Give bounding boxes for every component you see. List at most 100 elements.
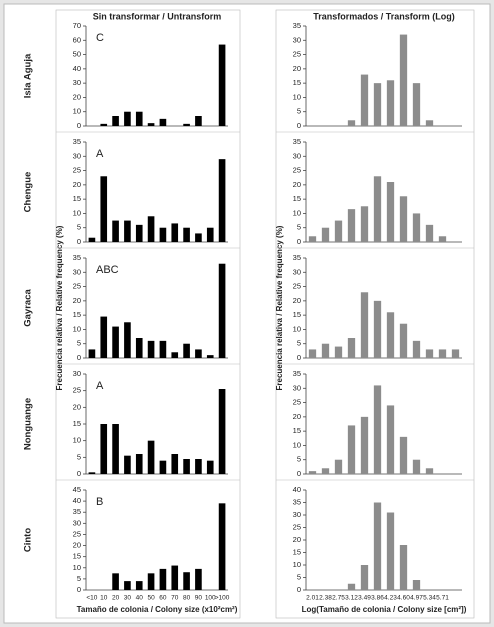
y-tick-label: 10 [293,324,301,333]
bar [412,213,421,242]
y-tick-label: 25 [293,282,301,291]
x-tick-label: 4.23 [384,595,397,602]
y-tick-label: 20 [293,412,301,421]
bar [183,343,190,358]
y-tick-label: 35 [73,137,81,146]
row-label: Cinto [23,528,34,552]
bar [195,116,202,126]
y-tick-label: 15 [73,552,81,561]
x-tick-label: 5.71 [436,595,449,602]
bar [147,123,155,126]
column-title: Transformados / Transform (Log) [313,11,455,21]
bar [112,220,119,242]
bar [195,349,202,358]
y-tick-label: 0 [77,353,81,362]
bar [334,346,343,358]
y-tick-label: 5 [297,223,301,232]
bar [171,352,179,358]
y-tick-label: 25 [73,166,81,175]
x-tick-label: 50 [147,595,155,602]
y-tick-label: 25 [293,398,301,407]
bar [399,34,408,127]
y-tick-label: 5 [77,452,81,461]
y-tick-label: 10 [293,440,301,449]
bar [100,424,108,474]
annotation: A [96,148,104,160]
bar [412,340,421,358]
bar [360,292,369,358]
bar [88,349,96,358]
bar [159,340,167,358]
y-tick-label: 0 [77,585,81,594]
x-tick-label: >100 [215,595,230,602]
bar [135,581,143,590]
y-tick-label: 10 [293,560,301,569]
y-tick-label: 0 [77,237,81,246]
y-tick-label: 30 [73,78,81,87]
bar [360,74,369,126]
column-title: Sin transformar / Untransform [93,11,222,21]
y-tick-label: 15 [293,426,301,435]
bar [334,220,343,242]
x-tick-label: 70 [171,595,179,602]
x-tick-label: 20 [112,595,120,602]
bar [171,223,179,242]
x-tick-label: 4.60 [397,595,410,602]
row-label: Gayraca [23,289,34,327]
bar [135,454,143,474]
bar [373,83,382,126]
y-tick-label: 45 [73,485,81,494]
y-tick-label: 0 [297,121,301,130]
y-tick-label: 10 [73,107,81,116]
bar [218,263,226,358]
bar [88,472,96,474]
bar [124,220,131,242]
y-tick-label: 5 [297,455,301,464]
y-tick-label: 35 [293,253,301,262]
x-tick-label: 90 [195,595,203,602]
bar [321,468,330,474]
bar [386,512,395,590]
y-tick-label: 30 [293,151,301,160]
bar [347,425,356,474]
bar [112,326,119,358]
y-tick-label: 70 [73,21,81,30]
x-tick-label: 100 [205,595,216,602]
y-tick-label: 20 [73,92,81,101]
y-tick-label: 10 [73,208,81,217]
y-tick-label: 20 [293,64,301,73]
annotation: B [96,496,103,508]
bar [399,545,408,590]
bar [218,159,226,242]
x-tick-label: 3.86 [371,595,384,602]
y-tick-label: 0 [297,469,301,478]
y-tick-label: 60 [73,35,81,44]
bar [386,312,395,358]
x-axis-label: Log(Tamaño de colonia / Colony size [cm²… [302,605,467,614]
y-tick-label: 5 [297,339,301,348]
bar [399,196,408,242]
y-tick-label: 0 [77,469,81,478]
y-tick-label: 20 [293,296,301,305]
y-tick-label: 40 [293,485,301,494]
y-tick-label: 5 [297,107,301,116]
bar [112,573,119,590]
y-tick-label: 20 [293,180,301,189]
bar [308,471,317,474]
y-tick-label: 35 [293,21,301,30]
y-tick-label: 30 [73,518,81,527]
bar [100,123,108,126]
bar [159,460,167,474]
bar [360,416,369,474]
bar [373,300,382,358]
bar [386,405,395,474]
bar [347,209,356,242]
y-tick-label: 35 [293,369,301,378]
y-tick-label: 15 [73,310,81,319]
annotation: A [96,380,104,392]
bar [347,120,356,126]
y-tick-label: 35 [73,253,81,262]
y-tick-label: 0 [77,121,81,130]
x-tick-label: 2.38 [319,595,332,602]
